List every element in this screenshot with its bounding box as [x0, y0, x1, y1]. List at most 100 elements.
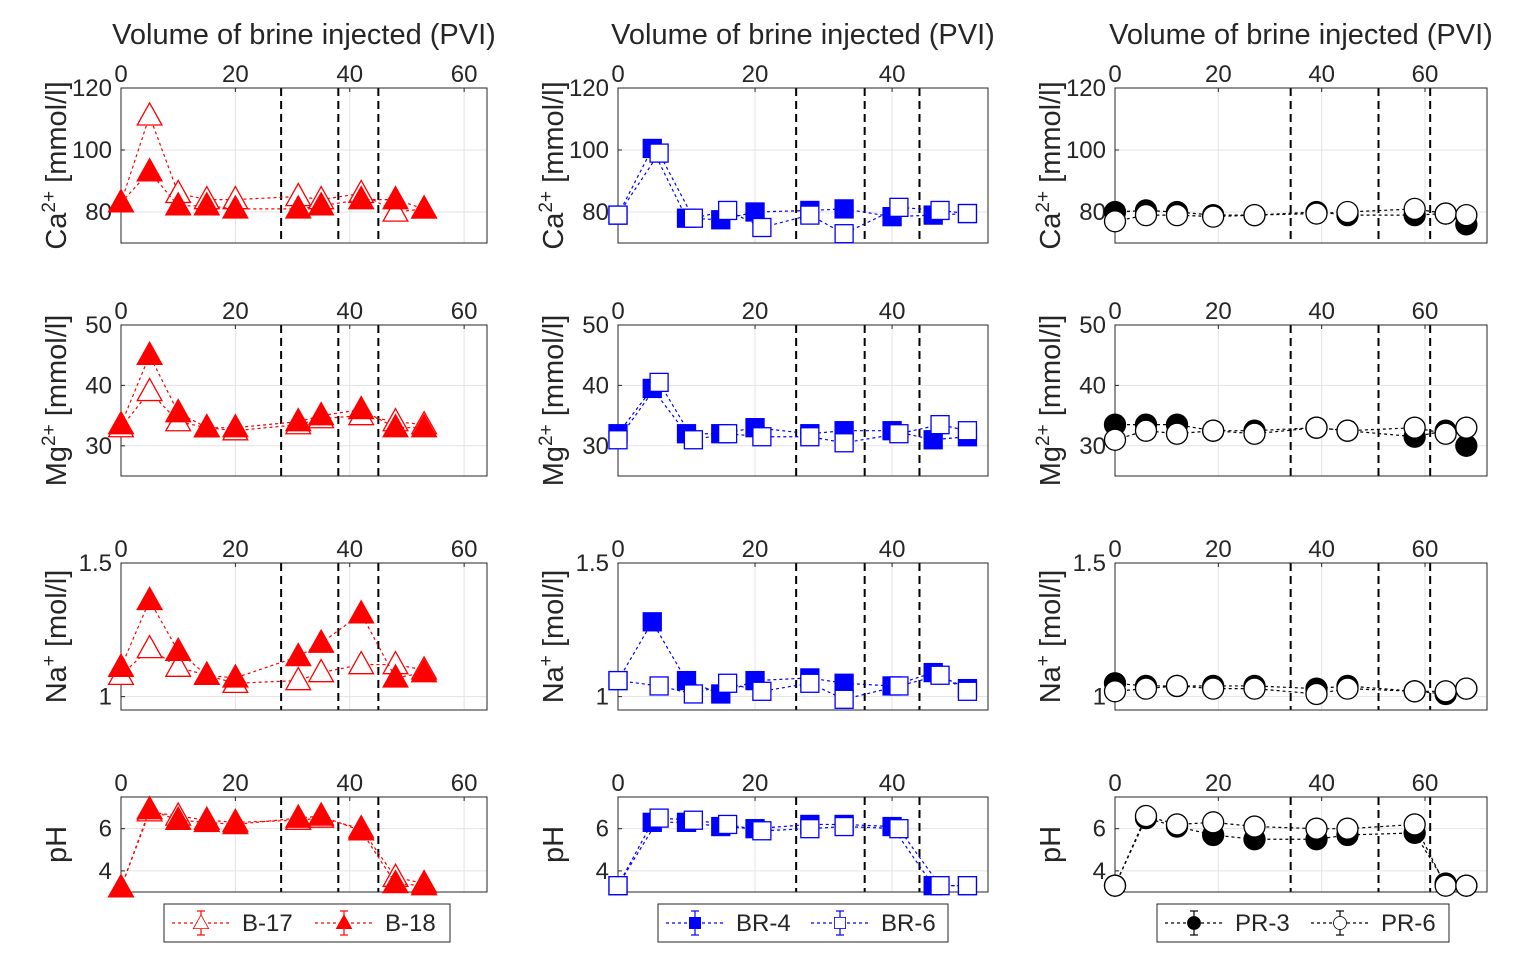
x-tick-label: 60 — [1412, 536, 1439, 563]
legend-marker-group — [1187, 916, 1201, 930]
data-point — [307, 401, 335, 426]
series-line — [617, 381, 968, 444]
x-tick-label: 60 — [1412, 298, 1439, 325]
panel-ph: 0 20 40 4 6 pH — [538, 770, 989, 896]
x-tick-label: 20 — [1205, 536, 1232, 563]
data-point — [834, 816, 854, 837]
y-tick-label: 1 — [596, 684, 609, 711]
y-tick-label: 30 — [85, 433, 112, 460]
y-tick-label: 50 — [582, 312, 609, 339]
data-point — [834, 433, 854, 453]
data-point — [136, 377, 164, 402]
data-point — [1103, 428, 1127, 451]
legend-entry: BR-6 — [811, 910, 936, 937]
data-point — [717, 200, 738, 221]
data-point — [1134, 677, 1158, 700]
y-axis-label: Ca2+ [mmol/l] — [536, 81, 570, 249]
top-axis-title: Volume of brine injected (PVI) — [611, 19, 995, 51]
y-axis-label-unit: [mmol/l] — [1035, 315, 1067, 425]
x-tick-label: 0 — [1108, 298, 1121, 325]
legend-marker — [1187, 916, 1201, 930]
legend-label: B-17 — [242, 910, 293, 937]
series-line — [617, 817, 968, 887]
series-line — [1114, 682, 1467, 695]
data-point — [107, 873, 135, 898]
series-b-18 — [107, 340, 438, 438]
y-axis-label-base: Na — [1035, 665, 1067, 703]
series-line — [1114, 817, 1467, 887]
data-point — [1434, 680, 1457, 703]
legend-marker — [689, 917, 701, 929]
data-point — [1403, 416, 1426, 439]
data-point — [649, 676, 669, 696]
legend-entry: PR-6 — [1311, 910, 1436, 937]
data-point — [889, 424, 909, 444]
data-point — [1434, 874, 1457, 897]
data-point — [930, 876, 950, 896]
panel-mg: 0 20 40 60 30 40 50 Mg2+ [mmol/l] — [39, 298, 488, 487]
x-tick-label: 40 — [336, 536, 363, 563]
y-axis-label-unit: [mmol/l] — [538, 81, 570, 191]
data-point — [382, 663, 409, 688]
y-tick-label: 1.5 — [1073, 550, 1106, 577]
series-line — [120, 811, 425, 888]
data-point — [136, 340, 164, 365]
y-axis-label: Mg2+ [mmol/l] — [39, 315, 73, 487]
data-point — [1243, 203, 1266, 227]
x-tick-label: 0 — [1108, 61, 1121, 88]
x-tick-label: 40 — [879, 770, 906, 797]
y-tick-label: 6 — [596, 816, 609, 843]
y-tick-label: 120 — [72, 75, 112, 102]
data-point — [382, 197, 409, 222]
x-tick-label: 0 — [611, 536, 624, 563]
axes-box — [120, 562, 488, 711]
x-tick-label: 20 — [742, 298, 769, 325]
data-point — [1165, 674, 1189, 698]
data-point — [410, 413, 438, 438]
data-point — [1455, 677, 1478, 700]
series-line — [120, 114, 425, 213]
y-axis-label-sup: 2+ — [1033, 424, 1054, 446]
axes-box — [617, 87, 989, 244]
x-tick-label: 40 — [879, 536, 906, 563]
data-point — [752, 427, 772, 447]
series-b-17 — [107, 634, 438, 694]
legend-entry: BR-4 — [666, 910, 791, 937]
data-point — [347, 395, 375, 420]
data-point — [1305, 682, 1328, 706]
data-point — [1202, 811, 1225, 834]
data-point — [347, 185, 375, 210]
x-tick-label: 40 — [1308, 770, 1335, 797]
data-point — [307, 801, 335, 826]
axes-box — [120, 87, 488, 244]
x-tick-label: 20 — [222, 298, 249, 325]
data-point — [800, 205, 820, 225]
data-point — [608, 205, 628, 225]
legend-marker-group — [192, 914, 210, 930]
y-axis-label-base: Na — [538, 665, 570, 703]
axes-box — [1114, 796, 1488, 893]
data-point — [800, 427, 820, 447]
data-point — [1243, 422, 1266, 445]
x-tick-label: 40 — [879, 61, 906, 88]
data-point — [683, 430, 704, 450]
x-tick-label: 20 — [1205, 298, 1232, 325]
series-pr-6 — [1103, 674, 1478, 706]
data-point — [284, 666, 312, 691]
data-point — [752, 681, 772, 701]
series-line — [617, 147, 968, 221]
y-tick-label: 100 — [569, 137, 609, 164]
axes-box — [1114, 87, 1488, 244]
data-point — [683, 810, 704, 830]
data-point — [889, 819, 909, 839]
x-tick-label: 0 — [1108, 536, 1121, 563]
data-point — [683, 208, 704, 228]
y-axis-label-unit: [mmol/l] — [41, 315, 73, 425]
data-point — [1305, 202, 1328, 225]
data-point — [1403, 680, 1426, 703]
x-tick-label: 60 — [451, 61, 478, 88]
x-tick-label: 0 — [114, 61, 127, 88]
data-point — [930, 415, 950, 435]
data-point — [1336, 817, 1359, 840]
